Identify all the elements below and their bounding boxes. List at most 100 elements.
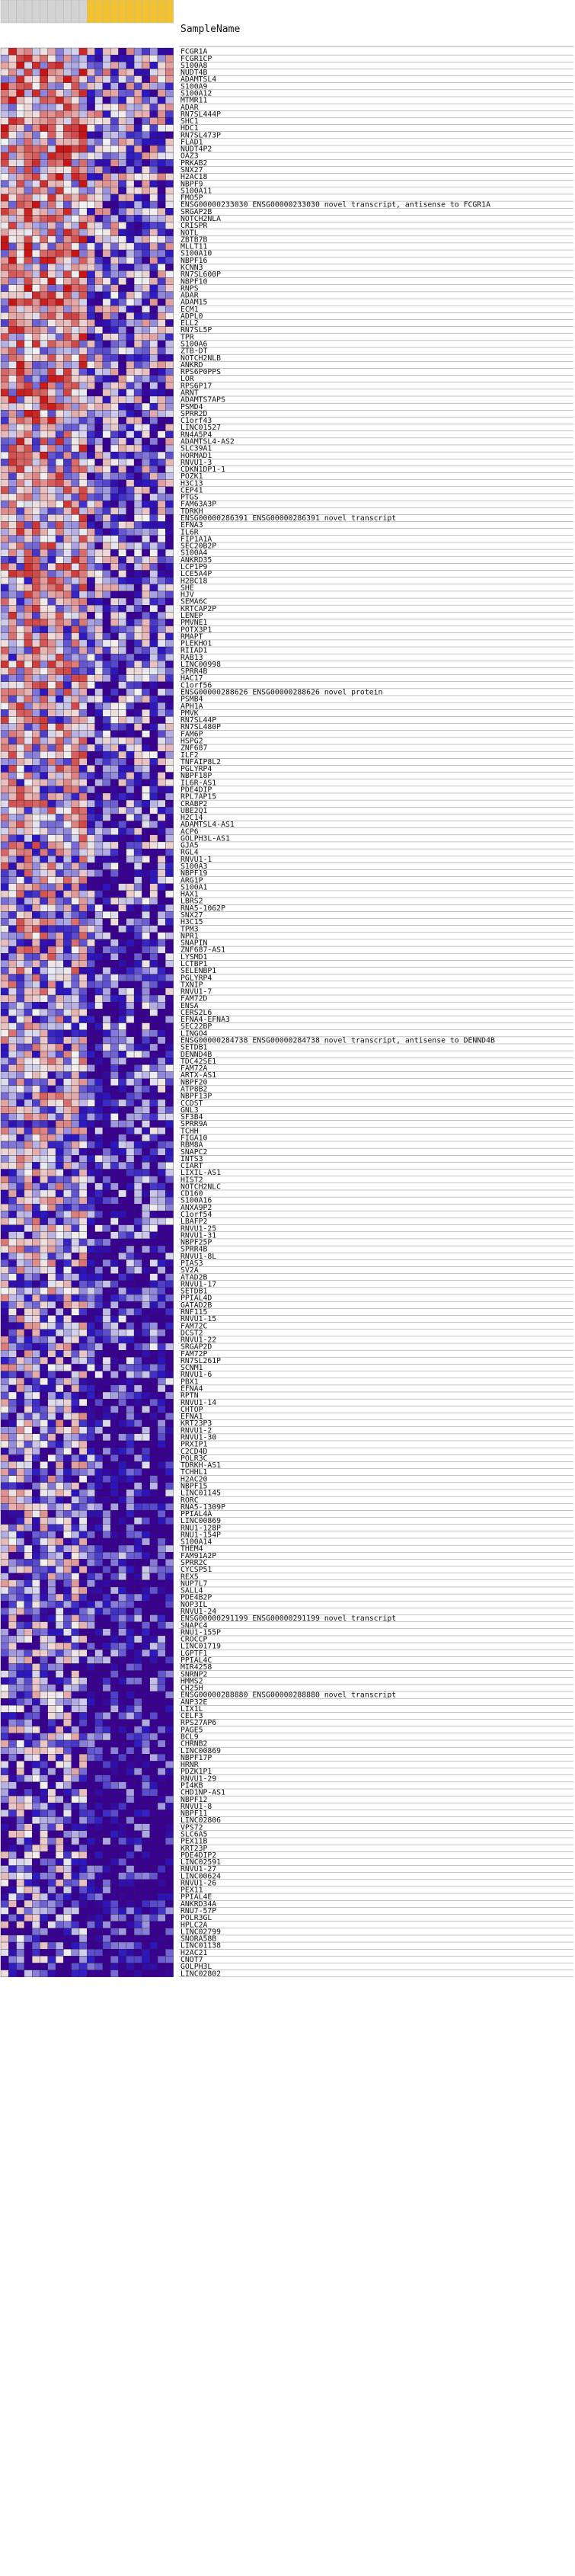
heatmap-cell <box>87 1468 95 1476</box>
heatmap-cell <box>32 340 40 348</box>
heatmap-cell <box>63 1280 72 1288</box>
heatmap-cell <box>32 590 40 599</box>
heatmap-cell <box>149 1371 158 1378</box>
heatmap-cell <box>157 1141 166 1149</box>
heatmap-cell <box>133 1085 142 1093</box>
heatmap-cell <box>126 1259 135 1267</box>
heatmap-cell <box>157 1489 166 1497</box>
heatmap-cell <box>40 291 48 299</box>
heatmap-cell <box>149 549 158 557</box>
heatmap-cell <box>126 1482 135 1490</box>
heatmap-cell <box>94 590 104 599</box>
heatmap-cell <box>94 180 104 187</box>
heatmap-cell <box>8 1134 17 1142</box>
heatmap-cell <box>165 1078 174 1086</box>
heatmap-cell <box>157 856 166 863</box>
heatmap-cell <box>87 96 95 104</box>
heatmap-cell <box>165 709 174 717</box>
heatmap-cell <box>8 319 17 327</box>
heatmap-cell <box>16 1489 25 1497</box>
heatmap-cell <box>16 856 25 863</box>
heatmap-cell <box>165 306 174 313</box>
heatmap-cell <box>165 500 174 508</box>
heatmap-cell <box>24 584 33 592</box>
heatmap-cell <box>32 765 40 773</box>
heatmap-cell <box>16 347 25 355</box>
heatmap-cell <box>142 1287 150 1295</box>
heatmap-cell <box>110 814 119 821</box>
heatmap-cell <box>126 166 135 174</box>
heatmap-cell <box>94 96 104 104</box>
heatmap-cell <box>94 1357 104 1365</box>
heatmap-cell <box>0 459 9 466</box>
heatmap-cell <box>24 994 33 1003</box>
heatmap-cell <box>78 361 88 369</box>
heatmap-cell <box>87 242 95 251</box>
heatmap-cell <box>40 1036 48 1045</box>
heatmap-cell <box>102 1503 111 1511</box>
heatmap-cell <box>94 326 104 334</box>
heatmap-cell <box>55 354 64 362</box>
heatmap-cell <box>118 730 126 738</box>
heatmap-cell <box>8 1294 17 1302</box>
heatmap-cell <box>94 1050 104 1058</box>
heatmap-cell <box>102 786 111 794</box>
heatmap-cell <box>94 347 104 355</box>
heatmap-cell <box>165 138 174 146</box>
heatmap-cell <box>16 382 25 390</box>
heatmap-cell <box>71 1350 80 1358</box>
heatmap-cell <box>118 1050 126 1058</box>
heatmap-cell <box>102 284 111 293</box>
heatmap-cell <box>63 716 72 724</box>
heatmap-cell <box>102 1196 111 1205</box>
heatmap-cell <box>71 1016 80 1023</box>
heatmap-cell <box>8 117 17 125</box>
heatmap-cell <box>149 340 158 348</box>
heatmap-cell <box>0 535 9 543</box>
heatmap-cell <box>157 486 166 494</box>
heatmap-cell <box>63 994 72 1003</box>
heatmap-cell <box>8 1182 17 1191</box>
heatmap-cell <box>71 1238 80 1246</box>
heatmap-cell <box>32 117 40 125</box>
heatmap-cell <box>55 1342 64 1351</box>
heatmap-cell <box>32 688 40 696</box>
heatmap-cell <box>47 444 56 453</box>
heatmap-cell <box>47 1559 56 1566</box>
heatmap-cell <box>94 1294 104 1302</box>
heatmap-cell <box>47 1266 56 1274</box>
heatmap-cell <box>142 1092 150 1100</box>
heatmap-cell <box>78 1002 88 1010</box>
heatmap-cell <box>126 82 135 91</box>
heatmap-cell <box>0 1058 9 1065</box>
heatmap-cell <box>40 486 48 494</box>
heatmap-cell <box>102 911 111 919</box>
heatmap-cell <box>157 744 166 752</box>
heatmap-cell <box>55 306 64 313</box>
heatmap-cell <box>133 500 142 508</box>
heatmap-cell <box>78 264 88 271</box>
heatmap-cell <box>165 1440 174 1448</box>
heatmap-cell <box>40 96 48 104</box>
heatmap-cell <box>71 883 80 891</box>
heatmap-cell <box>149 249 158 258</box>
heatmap-cell <box>47 110 56 118</box>
heatmap-cell <box>78 1559 88 1566</box>
heatmap-cell <box>47 1510 56 1518</box>
heatmap-cell <box>118 897 126 905</box>
heatmap-cell <box>157 1475 166 1483</box>
heatmap-cell <box>78 848 88 856</box>
heatmap-cell <box>157 402 166 411</box>
heatmap-cell <box>55 500 64 508</box>
heatmap-cell <box>110 556 119 564</box>
heatmap-cell <box>133 507 142 515</box>
heatmap-cell <box>47 1016 56 1023</box>
heatmap-cell <box>47 410 56 418</box>
heatmap-cell <box>94 395 104 404</box>
heatmap-cell <box>8 681 17 690</box>
heatmap-cell <box>102 375 111 382</box>
heatmap-cell <box>157 180 166 187</box>
heatmap-cell <box>32 654 40 661</box>
heatmap-cell <box>32 792 40 801</box>
heatmap-cell <box>16 590 25 599</box>
